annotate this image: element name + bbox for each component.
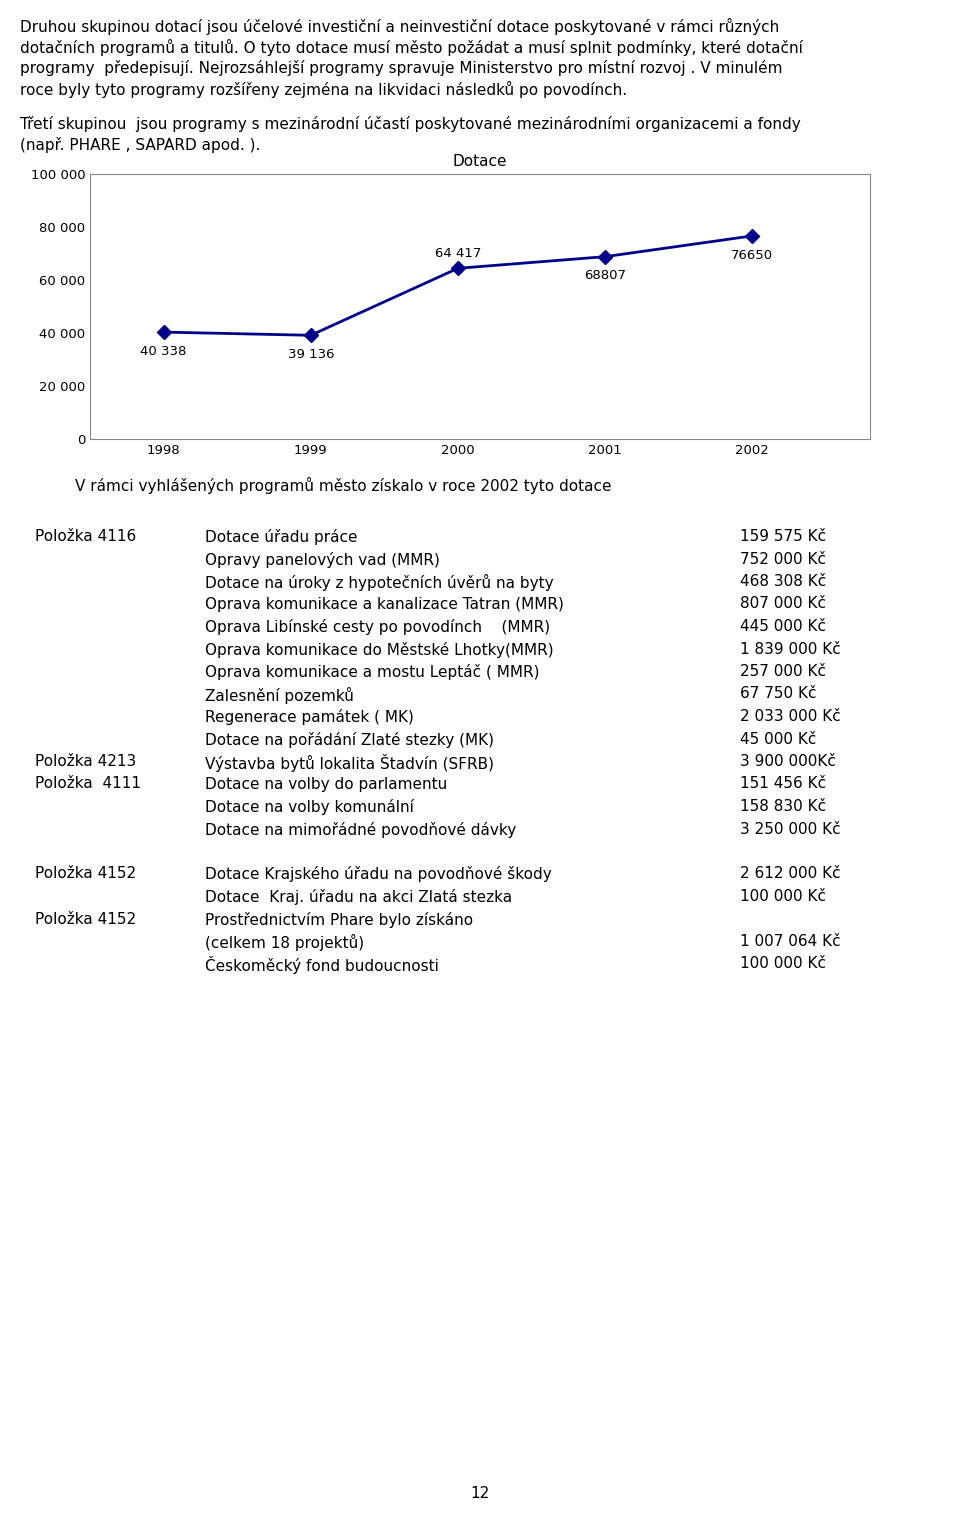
Text: 158 830 Kč: 158 830 Kč [740,799,827,814]
Text: Položka 4213: Položka 4213 [35,753,136,769]
Text: Položka  4111: Položka 4111 [35,776,141,791]
Text: Oprava komunikace a mostu Leptáč ( MMR): Oprava komunikace a mostu Leptáč ( MMR) [205,664,540,679]
Text: dotačních programů a titulů. O tyto dotace musí město požádat a musí splnit podm: dotačních programů a titulů. O tyto dota… [20,39,803,56]
Text: Položka 4116: Položka 4116 [35,530,136,545]
Text: 807 000 Kč: 807 000 Kč [740,596,826,611]
Text: Položka 4152: Položka 4152 [35,911,136,926]
Title: Dotace: Dotace [453,154,507,168]
Text: (např. PHARE , SAPARD apod. ).: (např. PHARE , SAPARD apod. ). [20,138,260,153]
Text: Dotace na volby komunální: Dotace na volby komunální [205,799,414,816]
Text: Opravy panelových vad (MMR): Opravy panelových vad (MMR) [205,552,440,567]
Text: roce byly tyto programy rozšířeny zejména na likvidaci následků po povodínch.: roce byly tyto programy rozšířeny zejmén… [20,82,627,98]
Text: 3 900 000Kč: 3 900 000Kč [740,753,836,769]
Text: Dotace na volby do parlamentu: Dotace na volby do parlamentu [205,776,447,791]
Text: 67 750 Kč: 67 750 Kč [740,687,817,702]
Text: 39 136: 39 136 [287,348,334,362]
Text: 64 417: 64 417 [435,247,481,260]
Text: programy  předepisují. Nejrozsáhlejší programy spravuje Ministerstvo pro místní : programy předepisují. Nejrozsáhlejší pro… [20,61,782,76]
Text: Dotace  Kraj. úřadu na akci Zlatá stezka: Dotace Kraj. úřadu na akci Zlatá stezka [205,890,512,905]
Text: 12: 12 [470,1486,490,1501]
Text: 40 338: 40 338 [140,345,187,357]
Text: 68807: 68807 [584,269,626,283]
Text: Dotace na pořádání Zlaté stezky (MK): Dotace na pořádání Zlaté stezky (MK) [205,731,494,747]
Text: 100 000 Kč: 100 000 Kč [740,956,826,971]
Text: 100 000 Kč: 100 000 Kč [740,890,826,903]
Text: Výstavba bytů lokalita Štadvín (SFRB): Výstavba bytů lokalita Štadvín (SFRB) [205,753,494,772]
Text: Dotace na úroky z hypotečních úvěrů na byty: Dotace na úroky z hypotečních úvěrů na b… [205,573,554,592]
Text: 257 000 Kč: 257 000 Kč [740,664,826,679]
Text: V rámci vyhlášených programů město získalo v roce 2002 tyto dotace: V rámci vyhlášených programů město získa… [75,477,612,495]
Text: Dotace úřadu práce: Dotace úřadu práce [205,530,357,545]
Text: 76650: 76650 [732,248,774,262]
Text: 151 456 Kč: 151 456 Kč [740,776,827,791]
Text: 45 000 Kč: 45 000 Kč [740,731,816,746]
Text: 3 250 000 Kč: 3 250 000 Kč [740,822,841,837]
Text: Položka 4152: Položka 4152 [35,867,136,882]
Text: Prostřednictvím Phare bylo získáno: Prostřednictvím Phare bylo získáno [205,911,473,927]
Text: 2 612 000 Kč: 2 612 000 Kč [740,867,841,882]
Text: Třetí skupinou  jsou programy s mezinárodní účastí poskytované mezinárodními org: Třetí skupinou jsou programy s mezinárod… [20,117,801,132]
Text: Českoměcký fond budoucnosti: Českoměcký fond budoucnosti [205,956,439,974]
Text: 752 000 Kč: 752 000 Kč [740,552,826,566]
Text: Regenerace památek ( MK): Regenerace památek ( MK) [205,710,414,725]
Text: Zalesnění pozemků: Zalesnění pozemků [205,687,354,704]
Text: 1 839 000 Kč: 1 839 000 Kč [740,642,841,657]
Text: 468 308 Kč: 468 308 Kč [740,573,827,589]
Text: Dotace Krajského úřadu na povodňové škody: Dotace Krajského úřadu na povodňové škod… [205,867,552,882]
Text: 445 000 Kč: 445 000 Kč [740,619,826,634]
Text: Dotace na mimořádné povodňové dávky: Dotace na mimořádné povodňové dávky [205,822,516,838]
Text: Oprava komunikace a kanalizace Tatran (MMR): Oprava komunikace a kanalizace Tatran (M… [205,596,564,611]
Text: 159 575 Kč: 159 575 Kč [740,530,827,545]
Text: Oprava Libínské cesty po povodínch    (MMR): Oprava Libínské cesty po povodínch (MMR) [205,619,550,635]
Text: Druhou skupinou dotací jsou účelové investiční a neinvestiční dotace poskytované: Druhou skupinou dotací jsou účelové inve… [20,18,780,35]
Text: (celkem 18 projektů): (celkem 18 projektů) [205,934,364,952]
Text: 1 007 064 Kč: 1 007 064 Kč [740,934,841,949]
Text: Oprava komunikace do Městské Lhotky(MMR): Oprava komunikace do Městské Lhotky(MMR) [205,642,554,658]
Text: 2 033 000 Kč: 2 033 000 Kč [740,710,841,725]
